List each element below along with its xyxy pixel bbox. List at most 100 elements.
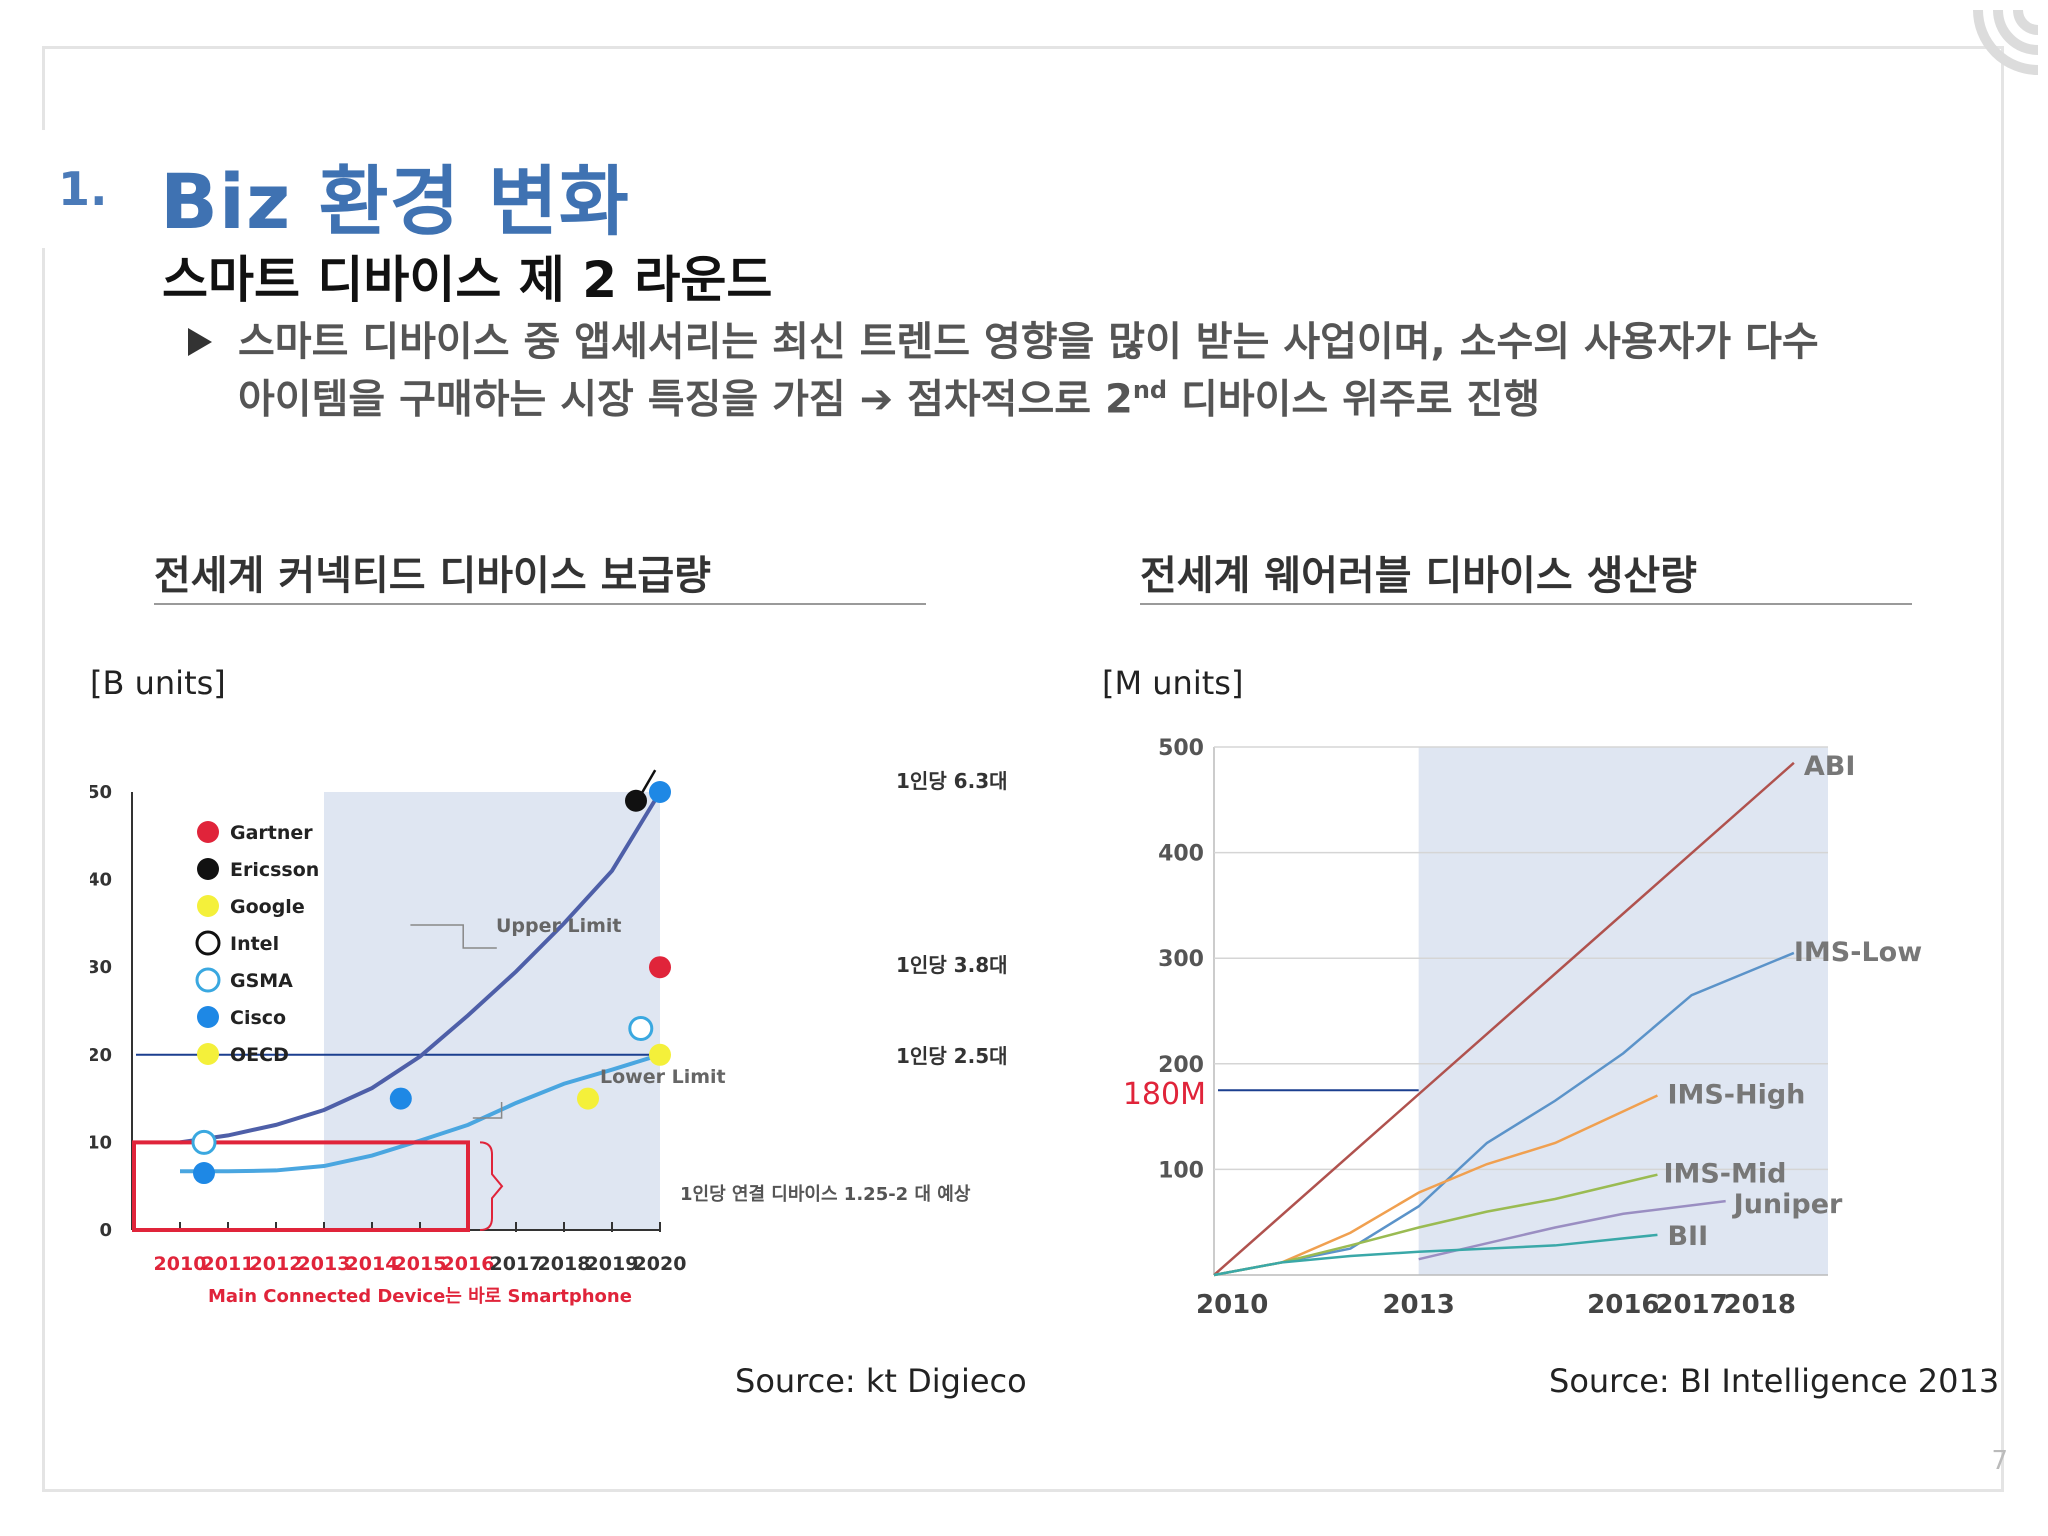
x-tick-label: 2013 bbox=[298, 1253, 351, 1275]
legend-marker-gartner bbox=[197, 821, 219, 843]
box-note-label: 1인당 연결 디바이스 1.25-2 대 예상 bbox=[680, 1184, 971, 1205]
series-label-abi: ABI bbox=[1804, 751, 1856, 782]
wearable-production-chart: 100 200 300 400 500 ABI IMS-Low IMS-High IMS-Mi… bbox=[1123, 736, 1922, 1320]
right-unit-label: [M units] bbox=[1102, 664, 1244, 702]
legend-label-ericsson: Ericsson bbox=[230, 859, 319, 881]
y-tick-label: 200 bbox=[1158, 1053, 1204, 1078]
legend-label-cisco: Cisco bbox=[230, 1007, 286, 1029]
section-number: 1. bbox=[58, 162, 108, 216]
x-tick-label: 2017 bbox=[1655, 1290, 1727, 1320]
y-tick-label: 20 bbox=[90, 1045, 112, 1066]
x-tick-label: 2016 bbox=[442, 1253, 495, 1275]
right-source: Source: BI Intelligence 2013 bbox=[1549, 1362, 2000, 1400]
bracket bbox=[479, 1141, 504, 1231]
per-capita-25-label: 1인당 2.5대 bbox=[896, 1044, 1008, 1068]
series-line-bii bbox=[1213, 1233, 1658, 1277]
point-gsma bbox=[191, 1129, 217, 1155]
connected-devices-chart: 0 10 20 30 40 50 2010201120122013201420152016… bbox=[90, 769, 1008, 1307]
upper-limit-label: Upper Limit bbox=[496, 915, 622, 937]
left-source: Source: kt Digieco bbox=[735, 1362, 1027, 1400]
legend-label-intel: Intel bbox=[230, 933, 279, 955]
legend-marker-intel bbox=[195, 930, 221, 956]
bullet-line-1: 스마트 디바이스 중 앱세서리는 최신 트렌드 영향을 많이 받는 사업이며, … bbox=[238, 319, 1819, 365]
x-tick-label: 2017 bbox=[490, 1253, 543, 1275]
reference-label: 180M bbox=[1123, 1077, 1206, 1112]
triangle-bullet-icon bbox=[188, 328, 212, 356]
upper-end-arrow bbox=[637, 769, 657, 800]
lower-limit-label: Lower Limit bbox=[600, 1066, 726, 1088]
highlight-red-box bbox=[132, 1140, 470, 1232]
slide-subtitle: 스마트 디바이스 제 2 라운드 bbox=[162, 251, 773, 309]
grid: 100 200 300 400 500 bbox=[1158, 736, 1828, 1276]
x-tick-label: 2018 bbox=[538, 1253, 591, 1275]
y-tick-label: 10 bbox=[90, 1132, 112, 1153]
reference-group: 180M bbox=[1123, 1077, 1419, 1112]
bullet-line-2-sup: nd bbox=[1132, 376, 1168, 404]
legend-marker-cisco bbox=[197, 1006, 219, 1028]
legend: Gartner Ericsson Google Intel GSMA Cisco OECD bbox=[195, 821, 319, 1066]
x-tick-label: 2015 bbox=[394, 1253, 447, 1275]
x-tick-label: 2013 bbox=[1382, 1290, 1454, 1320]
legend-label-oecd: OECD bbox=[230, 1044, 289, 1066]
legend-label-google: Google bbox=[230, 896, 305, 918]
x-tick-label: 2019 bbox=[586, 1253, 639, 1275]
y-tick-label: 0 bbox=[99, 1220, 112, 1241]
bullet-line-2: 아이템을 구매하는 시장 특징을 가짐 ➔ 점차적으로 2nd 디바이스 위주로… bbox=[238, 366, 1948, 423]
frame-gap bbox=[36, 130, 52, 248]
legend-marker-google bbox=[197, 895, 219, 917]
per-capita-38-label: 1인당 3.8대 bbox=[896, 953, 1008, 977]
series-label-ims-mid: IMS-Mid bbox=[1663, 1159, 1786, 1190]
series-label-bii: BII bbox=[1667, 1221, 1708, 1252]
y-tick-label: 400 bbox=[1158, 842, 1204, 867]
x-tick-label: 2011 bbox=[202, 1253, 255, 1275]
lower-limit-connector bbox=[472, 1102, 503, 1119]
left-chart-title: 전세계 커넥티드 디바이스 보급량 bbox=[154, 543, 926, 605]
points-group bbox=[191, 769, 671, 1185]
point-cisco bbox=[389, 1087, 412, 1110]
point-gartner bbox=[649, 956, 671, 979]
x-tick-label: 2014 bbox=[346, 1253, 399, 1275]
x-tick-label: 2010 bbox=[1196, 1290, 1268, 1320]
series-line-abi bbox=[1213, 761, 1795, 1276]
left-unit-label: [B units] bbox=[90, 664, 226, 702]
series-label-ims-low: IMS-Low bbox=[1794, 937, 1922, 968]
point-cisco bbox=[649, 781, 671, 803]
y-tick-label: 50 bbox=[90, 782, 112, 803]
series-label-juniper: Juniper bbox=[1732, 1189, 1843, 1220]
bullet-point: 스마트 디바이스 중 앱세서리는 최신 트렌드 영향을 많이 받는 사업이며, … bbox=[188, 318, 1948, 423]
y-tick-label: 40 bbox=[90, 870, 112, 891]
main-device-label: Main Connected Device는 바로 Smartphone bbox=[208, 1286, 632, 1307]
x-tick-label: 2012 bbox=[250, 1253, 303, 1275]
x-tick-label: 2020 bbox=[634, 1253, 687, 1275]
x-tick-label: 2016 bbox=[1587, 1290, 1659, 1320]
y-tick-label: 500 bbox=[1158, 736, 1204, 761]
y-tick-label: 100 bbox=[1158, 1158, 1204, 1183]
legend-marker-ericsson bbox=[197, 858, 219, 880]
upper-limit-connector bbox=[410, 924, 497, 949]
x-tick-label: 2010 bbox=[154, 1253, 207, 1275]
y-tick-label: 300 bbox=[1158, 947, 1204, 972]
point-ericsson bbox=[625, 789, 647, 812]
per-capita-63-label: 1인당 6.3대 bbox=[896, 769, 1008, 793]
point-cisco bbox=[193, 1162, 215, 1185]
y-tick-label: 30 bbox=[90, 957, 112, 978]
point-gsma bbox=[628, 1016, 654, 1042]
point-google bbox=[577, 1087, 599, 1110]
page-number: 7 bbox=[1991, 1446, 2008, 1476]
series-group bbox=[132, 790, 662, 1232]
annotations: Upper Limit Lower Limit 1인당 6.3대 1인당 3.8… bbox=[208, 769, 1008, 1307]
legend-marker-oecd bbox=[197, 1043, 219, 1065]
highlight-band bbox=[1418, 747, 1828, 1275]
point-oecd bbox=[649, 1043, 671, 1066]
bullet-line-2-pre: 아이템을 구매하는 시장 특징을 가짐 ➔ 점차적으로 2 bbox=[238, 376, 1133, 423]
series-line-upper-limit bbox=[179, 790, 662, 1145]
series-label-ims-high: IMS-High bbox=[1667, 1079, 1805, 1110]
legend-label-gsma: GSMA bbox=[230, 970, 293, 992]
right-chart-title: 전세계 웨어러블 디바이스 생산량 bbox=[1140, 543, 1912, 605]
section-title: Biz 환경 변화 bbox=[160, 157, 630, 246]
x-tick-label: 2018 bbox=[1724, 1290, 1796, 1320]
corner-decoration bbox=[1973, 10, 2038, 75]
legend-label-gartner: Gartner bbox=[230, 822, 313, 844]
